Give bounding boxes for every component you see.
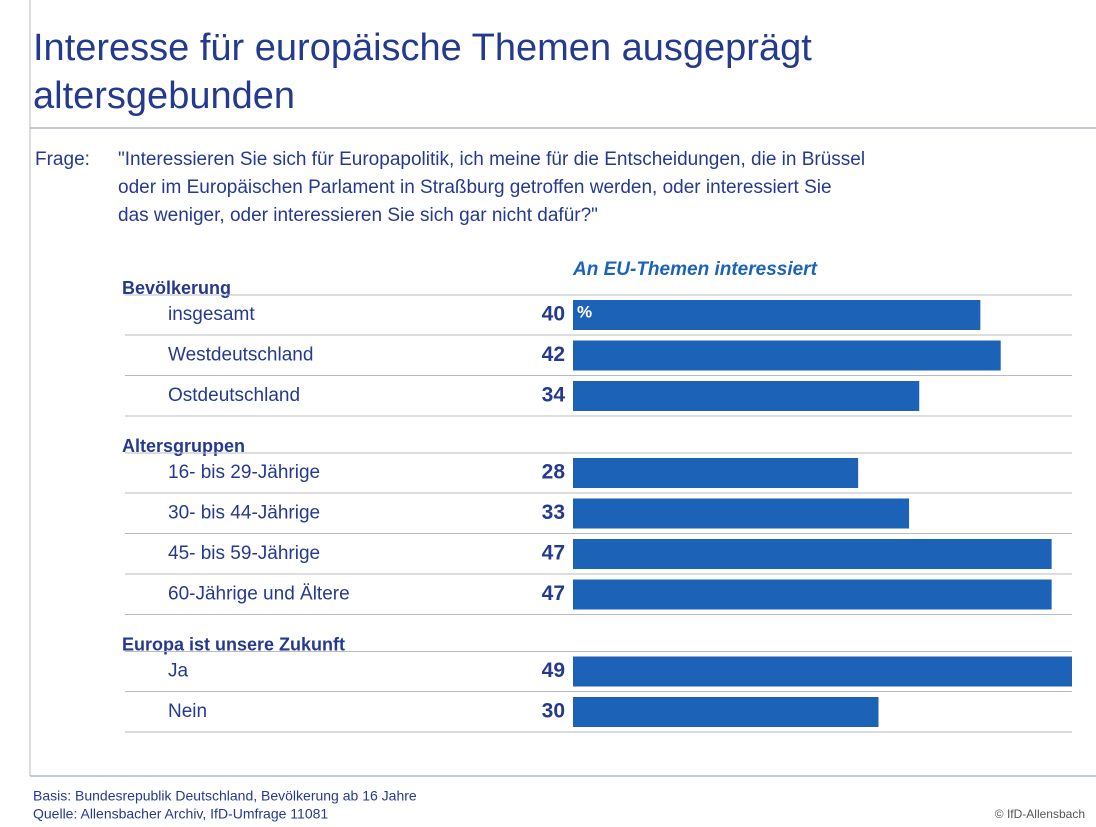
value-label: 47 [542,542,565,565]
bar [573,340,1001,371]
value-label: 30 [542,700,565,723]
value-label: 40 [542,303,565,326]
group-heading: Bevölkerung [122,278,231,298]
footer-text: Basis: Bundesrepublik Deutschland, Bevöl… [33,788,417,804]
value-label: 49 [542,659,565,682]
unit-label: % [577,302,592,321]
bar [573,300,981,330]
bar [573,381,920,411]
bar [573,579,1052,610]
category-label: 45- bis 59-Jährige [168,543,320,564]
bar [573,656,1072,687]
value-label: 33 [542,501,565,524]
value-label: 28 [542,461,566,484]
question-text: das weniger, oder interessieren Sie sich… [118,205,598,226]
bar [573,697,879,727]
value-label: 42 [542,343,565,366]
chart-title: altersgebunden [33,75,295,117]
value-label: 34 [542,384,566,407]
question-text: "Interessieren Sie sich für Europapoliti… [118,149,865,170]
bar [573,539,1052,569]
category-label: Nein [168,701,207,722]
category-label: 16- bis 29-Jährige [168,462,320,483]
bar [573,498,910,529]
series-label: An EU-Themen interessiert [572,259,818,280]
category-label: Ja [168,661,189,682]
value-label: 47 [542,582,565,605]
copyright: © IfD-Allensbach [995,807,1085,821]
footer-text: Quelle: Allensbacher Archiv, IfD-Umfrage… [33,806,328,822]
chart-title: Interesse für europäische Themen ausgepr… [33,27,812,69]
question-label: Frage: [35,149,90,170]
category-label: 60-Jährige und Ältere [168,584,350,605]
question-text: oder im Europäischen Parlament in Straßb… [118,177,832,198]
category-label: Westdeutschland [168,345,313,366]
bar [573,458,859,488]
group-heading: Europa ist unsere Zukunft [122,634,345,654]
category-label: Ostdeutschland [168,385,300,406]
group-heading: Altersgruppen [122,436,245,456]
category-label: insgesamt [168,304,255,325]
category-label: 30- bis 44-Jährige [168,503,320,524]
